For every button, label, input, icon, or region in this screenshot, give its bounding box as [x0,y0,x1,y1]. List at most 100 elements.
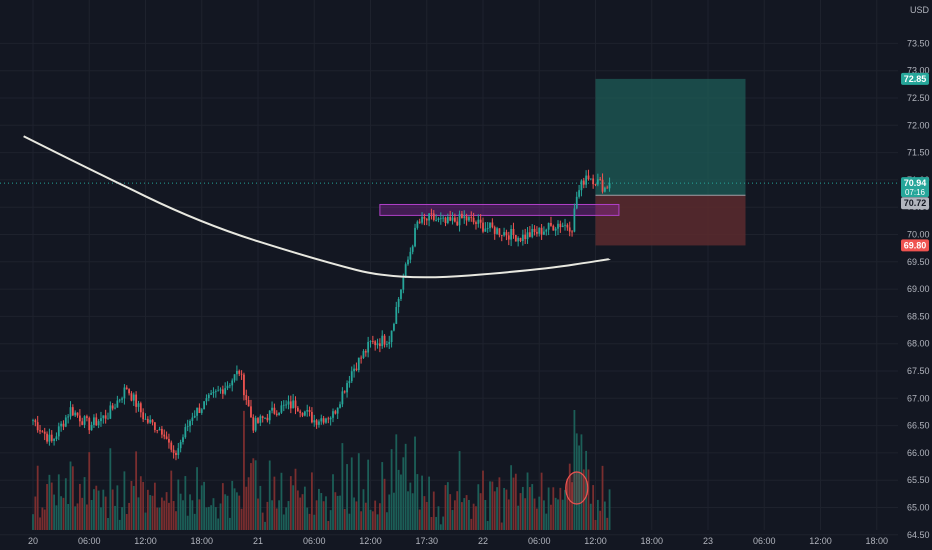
annotation-layer[interactable] [0,78,898,505]
candle-body [411,246,414,252]
volume-bar [250,463,252,530]
volume-bar [292,485,295,530]
volume-bar [325,496,327,530]
volume-bar [179,493,182,530]
candle-body [477,219,480,224]
candle-body [90,424,93,431]
volume-bar [383,478,386,530]
price-tick-label: 67.50 [907,366,930,376]
candle-body [559,223,562,228]
volume-bar [329,510,332,530]
candle-body [528,232,531,237]
volume-bar [299,497,302,530]
candle-body [247,399,250,407]
price-tick-label: 73.50 [907,38,930,48]
candle-body [397,298,400,308]
candle-body [390,330,393,343]
candle-body [224,388,227,394]
candle-body [606,187,609,189]
volume-bar [505,489,508,530]
candle-body [55,436,58,439]
candle-body [364,351,367,353]
candle-body [414,227,416,247]
candle-body [547,222,550,230]
target-price-label-bg [901,72,929,85]
candle-body [142,412,145,420]
candle-body [186,426,189,428]
volume-bar [210,505,213,530]
volume-bar [491,481,494,530]
candle-body [306,410,309,412]
candle-body [557,223,559,229]
candle-body [114,407,116,409]
price-axis[interactable]: 64.50 65.00 65.50 66.00 66.50 67.00 67.50 68.00… [901,38,930,540]
volume-bar [430,516,433,530]
candle-body [74,412,77,416]
candle-body [514,235,517,242]
volume-bar [461,502,463,530]
candle-body [458,213,461,226]
volume-bar [102,489,105,530]
candle-body [36,422,39,431]
candle-body [259,416,262,423]
volume-bar [458,451,461,530]
volume-bar [100,507,102,530]
candle-body [545,229,548,232]
candle-body [123,387,126,399]
time-tick-label: 12:00 [134,536,157,546]
volume-bar [538,496,541,530]
volume-bar [198,499,201,530]
volume-bar [482,470,484,530]
candle-body [217,390,220,392]
volume-bar [442,516,445,530]
candle-body [315,420,318,425]
volume-bar [268,460,271,530]
candle-body [500,235,503,236]
price-tick-label: 71.50 [907,148,930,158]
volume-bar [303,486,306,530]
candle-body [491,222,494,228]
candle-body [299,411,302,413]
volume-bar [266,501,269,530]
volume-bar [57,474,60,530]
volume-bar [446,482,449,530]
volume-bar [453,500,456,530]
candle-body [496,228,498,234]
candle-body [353,368,355,372]
candle-body [348,381,351,384]
candle-body [198,407,201,413]
volume-bar [439,524,442,530]
candle-body [470,217,473,218]
candle-body [329,417,332,420]
candle-body [62,423,65,427]
volume-bar [168,502,170,530]
volume-bar [182,500,184,530]
candle-body [582,180,585,185]
volume-bar [109,448,112,530]
candle-body [102,415,105,419]
candle-body [76,412,79,416]
candle-body [461,213,463,219]
volume-bar [585,450,588,530]
candle-body [442,217,445,219]
time-axis[interactable]: 20 06:00 12:00 18:00 21 06:00 12:00 17:30 22 06:0… [28,536,888,546]
volume-bar [400,474,402,530]
candle-body [388,342,391,345]
volume-bar [207,506,210,530]
volume-bar [217,518,220,530]
candle-body [81,421,84,425]
price-tick-label: 69.00 [907,284,930,294]
candle-body [130,393,133,401]
candle-body [243,374,245,396]
volume-bar [221,483,224,530]
candle-body [231,380,234,386]
time-tick-label: 12:00 [584,536,607,546]
volume-bar [175,511,177,530]
volume-bar [364,502,367,530]
volume-bar [271,500,273,530]
volume-bar [568,463,571,530]
volume-bar [224,494,227,530]
volume-bar [156,507,159,530]
volume-bar [252,458,255,530]
